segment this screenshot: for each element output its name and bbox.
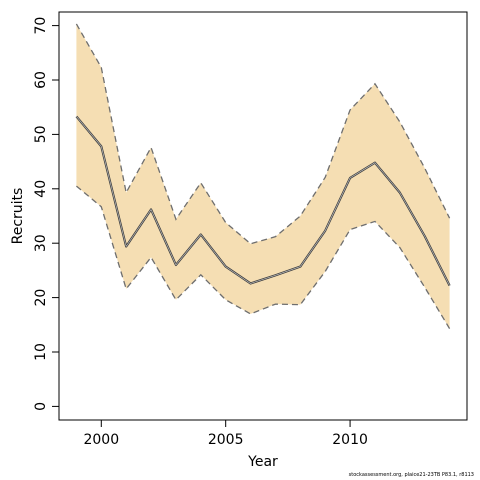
y-tick-label: 40 — [33, 180, 49, 198]
x-tick-label: 2005 — [208, 432, 244, 448]
y-tick-label: 60 — [33, 71, 49, 89]
plot-frame — [58, 11, 468, 421]
footer-credit: stockassessment.org, plaice21-23TB P83.1… — [348, 472, 474, 478]
axes: 2000 2005 2010 0 10 20 30 40 50 60 70 — [33, 17, 368, 448]
confidence-band — [76, 23, 450, 329]
plot-area — [75, 23, 451, 329]
x-axis-label: Year — [247, 454, 278, 470]
y-tick-label: 30 — [33, 234, 49, 252]
y-tick-label: 50 — [33, 125, 49, 143]
y-tick-label: 10 — [33, 343, 49, 361]
upper-bound-line — [75, 23, 451, 245]
y-tick-label: 0 — [33, 402, 49, 411]
y-axis-label: Recruits — [10, 188, 26, 245]
x-tick-label: 2000 — [83, 432, 119, 448]
lower-bound-line — [75, 185, 451, 329]
x-tick-label: 2010 — [332, 432, 368, 448]
estimate-line-highlight — [76, 116, 450, 286]
y-tick-label: 20 — [33, 289, 49, 307]
y-tick-label: 70 — [33, 17, 49, 35]
